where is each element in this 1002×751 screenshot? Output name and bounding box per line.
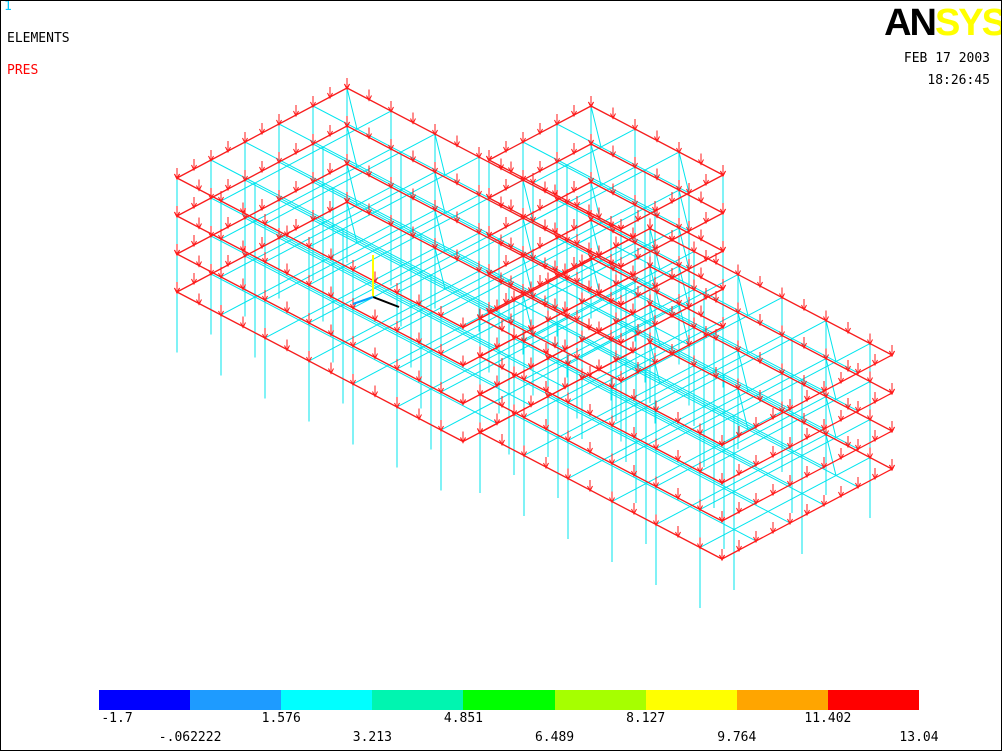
legend-tick-label: 6.489 [534,730,575,745]
legend-swatch [463,690,555,710]
finite-element-model[interactable] [1,1,1001,681]
legend-swatch [554,690,646,710]
legend-swatch [372,690,464,710]
pressure-label: PRES [7,63,39,78]
legend-swatch [190,690,282,710]
legend-swatch [281,690,373,710]
pressure-legend-bar [99,690,919,710]
plot-time: 18:26:45 [927,73,990,88]
plot-type-label: ELEMENTS [7,31,70,46]
legend-tick-label: 11.402 [804,711,852,726]
legend-tick-label: 8.127 [626,711,666,726]
ansys-logo: ANSYS [884,2,1002,44]
legend-swatch [827,690,919,710]
legend-tick-label: 13.04 [899,730,939,745]
legend-tick-label: 1.576 [261,711,301,726]
legend-tick-label: 4.851 [443,711,484,726]
logo-part-sys: SYS [934,2,1002,44]
legend-tick-label: 9.764 [717,730,757,745]
legend-swatch [736,690,828,710]
coordinate-triad-icon [352,255,400,308]
window-number: 1 [4,0,12,14]
logo-part-an: AN [884,2,937,44]
plot-date: FEB 17 2003 [903,51,990,66]
legend-tick-label: -.062222 [158,730,222,745]
legend-swatch [645,690,737,710]
legend-swatch [99,690,191,710]
legend-tick-label: -1.7 [101,711,133,726]
legend-tick-label: 3.213 [352,730,392,745]
